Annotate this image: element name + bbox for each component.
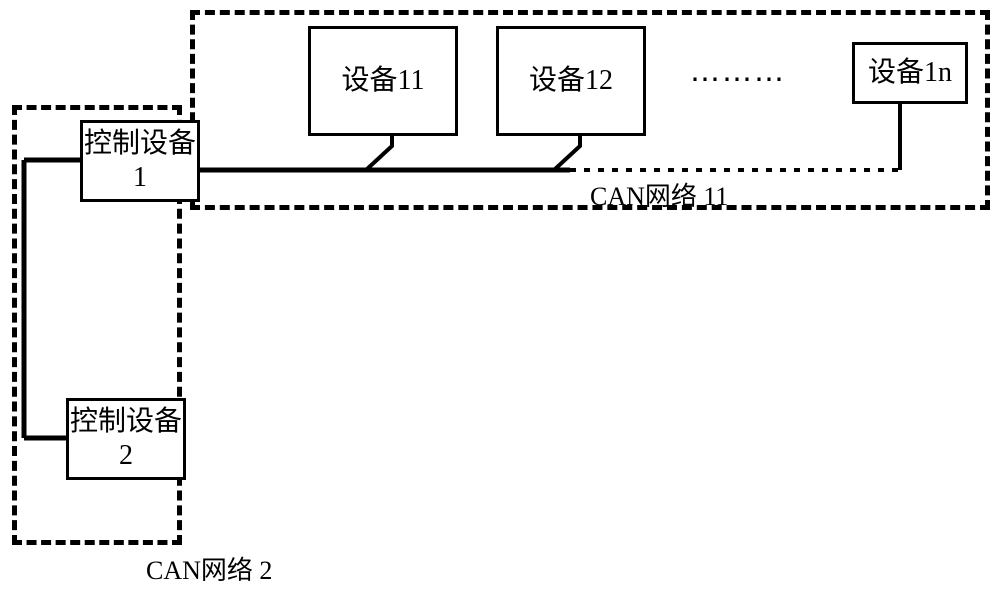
control-device-2-box: 控制设备 2 — [66, 398, 186, 480]
control-device-1-label: 控制设备 1 — [84, 127, 196, 194]
diagram-canvas: 控制设备 1 设备11 设备12 设备1n 控制设备 2 ⋯⋯⋯ CAN网络 1… — [0, 0, 1000, 597]
device-12-box: 设备12 — [496, 26, 646, 136]
devices-ellipsis: ⋯⋯⋯ — [690, 62, 786, 97]
can-network-11-label: CAN网络 11 — [590, 176, 728, 213]
device-1n-label: 设备1n — [868, 56, 952, 90]
can-network-2-label: CAN网络 2 — [146, 550, 272, 587]
device-12-label: 设备12 — [529, 64, 613, 98]
device-11-label: 设备11 — [342, 64, 425, 98]
control-device-2-label: 控制设备 2 — [70, 405, 182, 472]
device-1n-box: 设备1n — [852, 42, 968, 104]
control-device-1-box: 控制设备 1 — [80, 120, 200, 202]
device-11-box: 设备11 — [308, 26, 458, 136]
